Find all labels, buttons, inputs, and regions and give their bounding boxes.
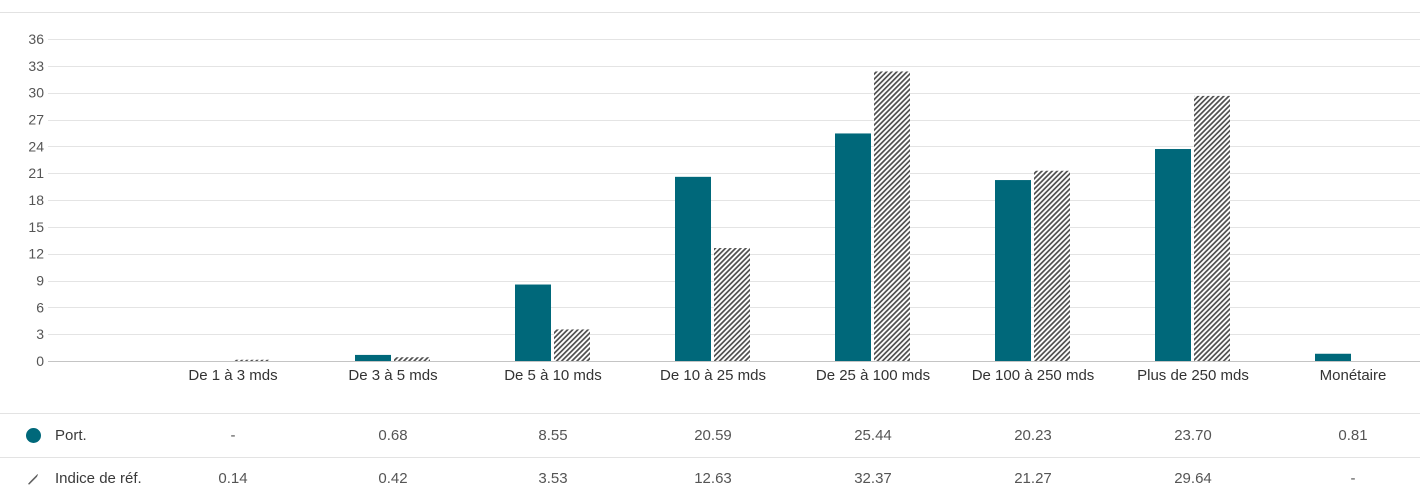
bar-port-2: [515, 284, 551, 361]
bar-indice-3: [714, 248, 750, 361]
y-tick-label: 30: [28, 85, 44, 101]
bars: [234, 71, 1351, 362]
y-tick-label: 9: [36, 273, 44, 289]
y-tick-label: 27: [28, 112, 44, 128]
table-cell: 32.37: [854, 470, 892, 487]
table-cell: 0.68: [378, 427, 408, 444]
y-tick-label: 21: [28, 165, 44, 181]
table-cell: 0.42: [378, 470, 408, 487]
bar-port-5: [995, 180, 1031, 361]
bar-port-7: [1315, 353, 1351, 361]
table-cell: 0.81: [1338, 427, 1368, 444]
table-cell: 20.59: [694, 427, 732, 444]
bar-indice-0: [234, 359, 270, 361]
y-tick-label: 18: [28, 192, 44, 208]
table-cell: 0.14: [218, 470, 248, 487]
table-cell: 20.23: [1014, 427, 1052, 444]
bar-indice-2: [554, 329, 590, 361]
table-cell: -: [230, 427, 236, 444]
y-tick-label: 3: [36, 326, 44, 342]
x-category-label: De 10 à 25 mds: [660, 367, 766, 384]
bar-indice-1: [394, 357, 430, 361]
y-tick-label: 6: [36, 299, 44, 315]
table-cell: -: [1350, 470, 1356, 487]
bar-port-3: [675, 176, 711, 361]
table-cell: 21.27: [1014, 470, 1052, 487]
bar-indice-6: [1194, 95, 1230, 362]
y-tick-label: 24: [28, 138, 44, 154]
table-cell: 8.55: [538, 427, 568, 444]
x-category-label: De 3 à 5 mds: [348, 367, 437, 384]
bar-port-1: [355, 354, 391, 361]
x-category-label: De 5 à 10 mds: [504, 367, 602, 384]
table-row-index: Indice de réf. 0.14 0.42 3.53 12.63 32.37 21.…: [0, 458, 1420, 494]
row-label-index: Indice de réf.: [55, 470, 142, 487]
table-cell: 29.64: [1174, 470, 1212, 487]
table-cell: 3.53: [538, 470, 568, 487]
table-cell: 23.70: [1174, 427, 1212, 444]
bar-port-6: [1155, 149, 1191, 361]
x-category-label: Plus de 250 mds: [1137, 367, 1249, 384]
bar-indice-5: [1034, 170, 1070, 361]
x-category-label: De 100 à 250 mds: [972, 367, 1095, 384]
bar-indice-4: [874, 71, 910, 362]
x-category-label: De 25 à 100 mds: [816, 367, 930, 384]
y-tick-label: 36: [28, 31, 44, 47]
table-row-port: Port. - 0.68 8.55 20.59 25.44 20.23 23.70 0.81: [0, 414, 1420, 457]
y-tick-label: 0: [36, 353, 44, 369]
y-tick-label: 12: [28, 246, 44, 262]
hatched-marker-icon: [26, 472, 40, 486]
filled-circle-icon: [26, 428, 41, 443]
table-divider: [0, 457, 1420, 458]
table-cell: 25.44: [854, 427, 892, 444]
table-cell: 12.63: [694, 470, 732, 487]
bar-port-4: [835, 133, 871, 361]
y-tick-label: 15: [28, 219, 44, 235]
y-tick-label: 33: [28, 58, 44, 74]
x-category-label: De 1 à 3 mds: [188, 367, 277, 384]
table-divider: [0, 413, 1420, 414]
row-label-port: Port.: [55, 427, 87, 444]
x-category-label: Monétaire: [1320, 367, 1387, 384]
